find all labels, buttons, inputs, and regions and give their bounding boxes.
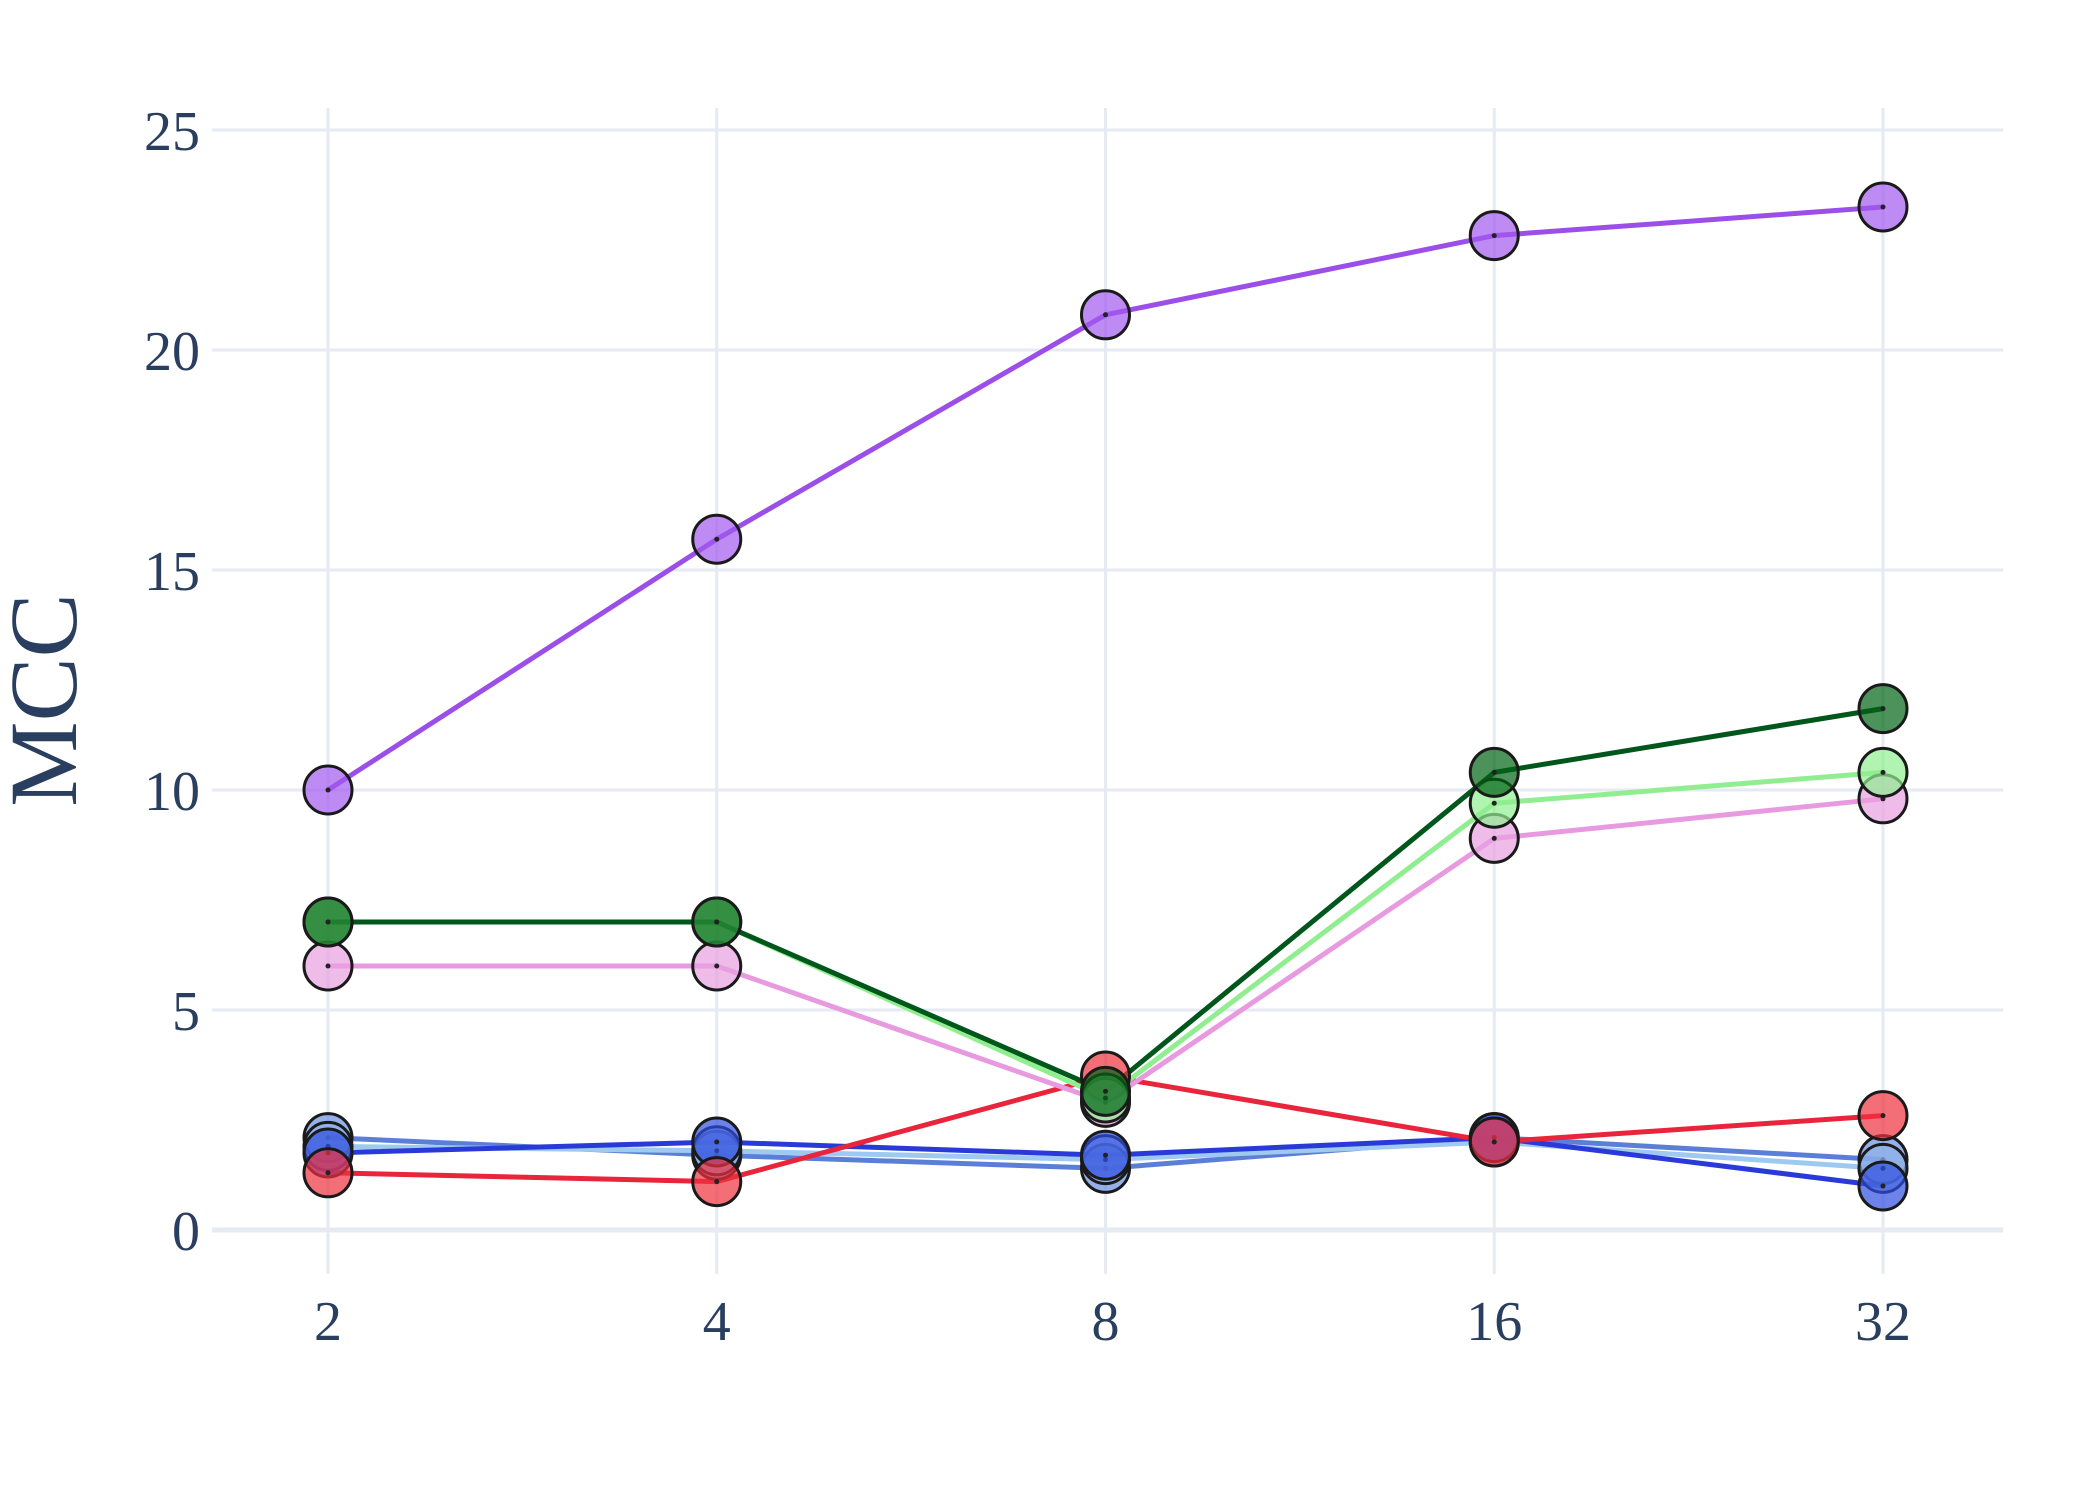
data-point-center	[1491, 835, 1497, 841]
data-point-center	[1103, 1152, 1108, 1158]
data-point-center	[714, 963, 720, 969]
data-point-center	[1880, 1183, 1886, 1189]
data-point-center	[1491, 769, 1497, 775]
series-markers	[302, 181, 1909, 1212]
data-point-center	[1880, 706, 1886, 712]
y-tick-label: 0	[172, 1201, 200, 1263]
data-point-center	[1491, 233, 1497, 239]
data-point-center	[714, 536, 720, 542]
data-point-center	[1491, 1139, 1497, 1145]
axes: 2 4 8 16 32 0 5 10 15 20 25	[144, 101, 1911, 1353]
x-tick-label: 16	[1466, 1291, 1522, 1353]
data-point-center	[325, 787, 331, 793]
y-tick-label: 15	[144, 541, 200, 603]
y-tick-label: 20	[144, 321, 200, 383]
data-point-center	[1880, 1113, 1886, 1119]
data-point-center	[714, 1179, 720, 1185]
y-tick-label: 25	[144, 101, 200, 163]
data-point-center	[325, 963, 331, 969]
y-tick-label: 5	[172, 981, 200, 1043]
data-point-center	[1880, 204, 1886, 210]
data-point-center	[325, 1170, 331, 1176]
data-point-center	[1491, 800, 1497, 806]
x-tick-label: 8	[1092, 1291, 1120, 1353]
y-axis-title: MCC	[0, 593, 97, 806]
data-point-center	[1103, 1088, 1108, 1094]
data-point-center	[714, 919, 720, 925]
data-point-center	[325, 919, 331, 925]
y-tick-label: 10	[144, 761, 200, 823]
x-tick-label: 4	[703, 1291, 731, 1353]
data-point-center	[1880, 769, 1886, 775]
x-tick-label: 2	[314, 1291, 342, 1353]
data-point-center	[714, 1139, 720, 1145]
x-tick-label: 32	[1855, 1291, 1911, 1353]
data-point-center	[1103, 312, 1108, 318]
